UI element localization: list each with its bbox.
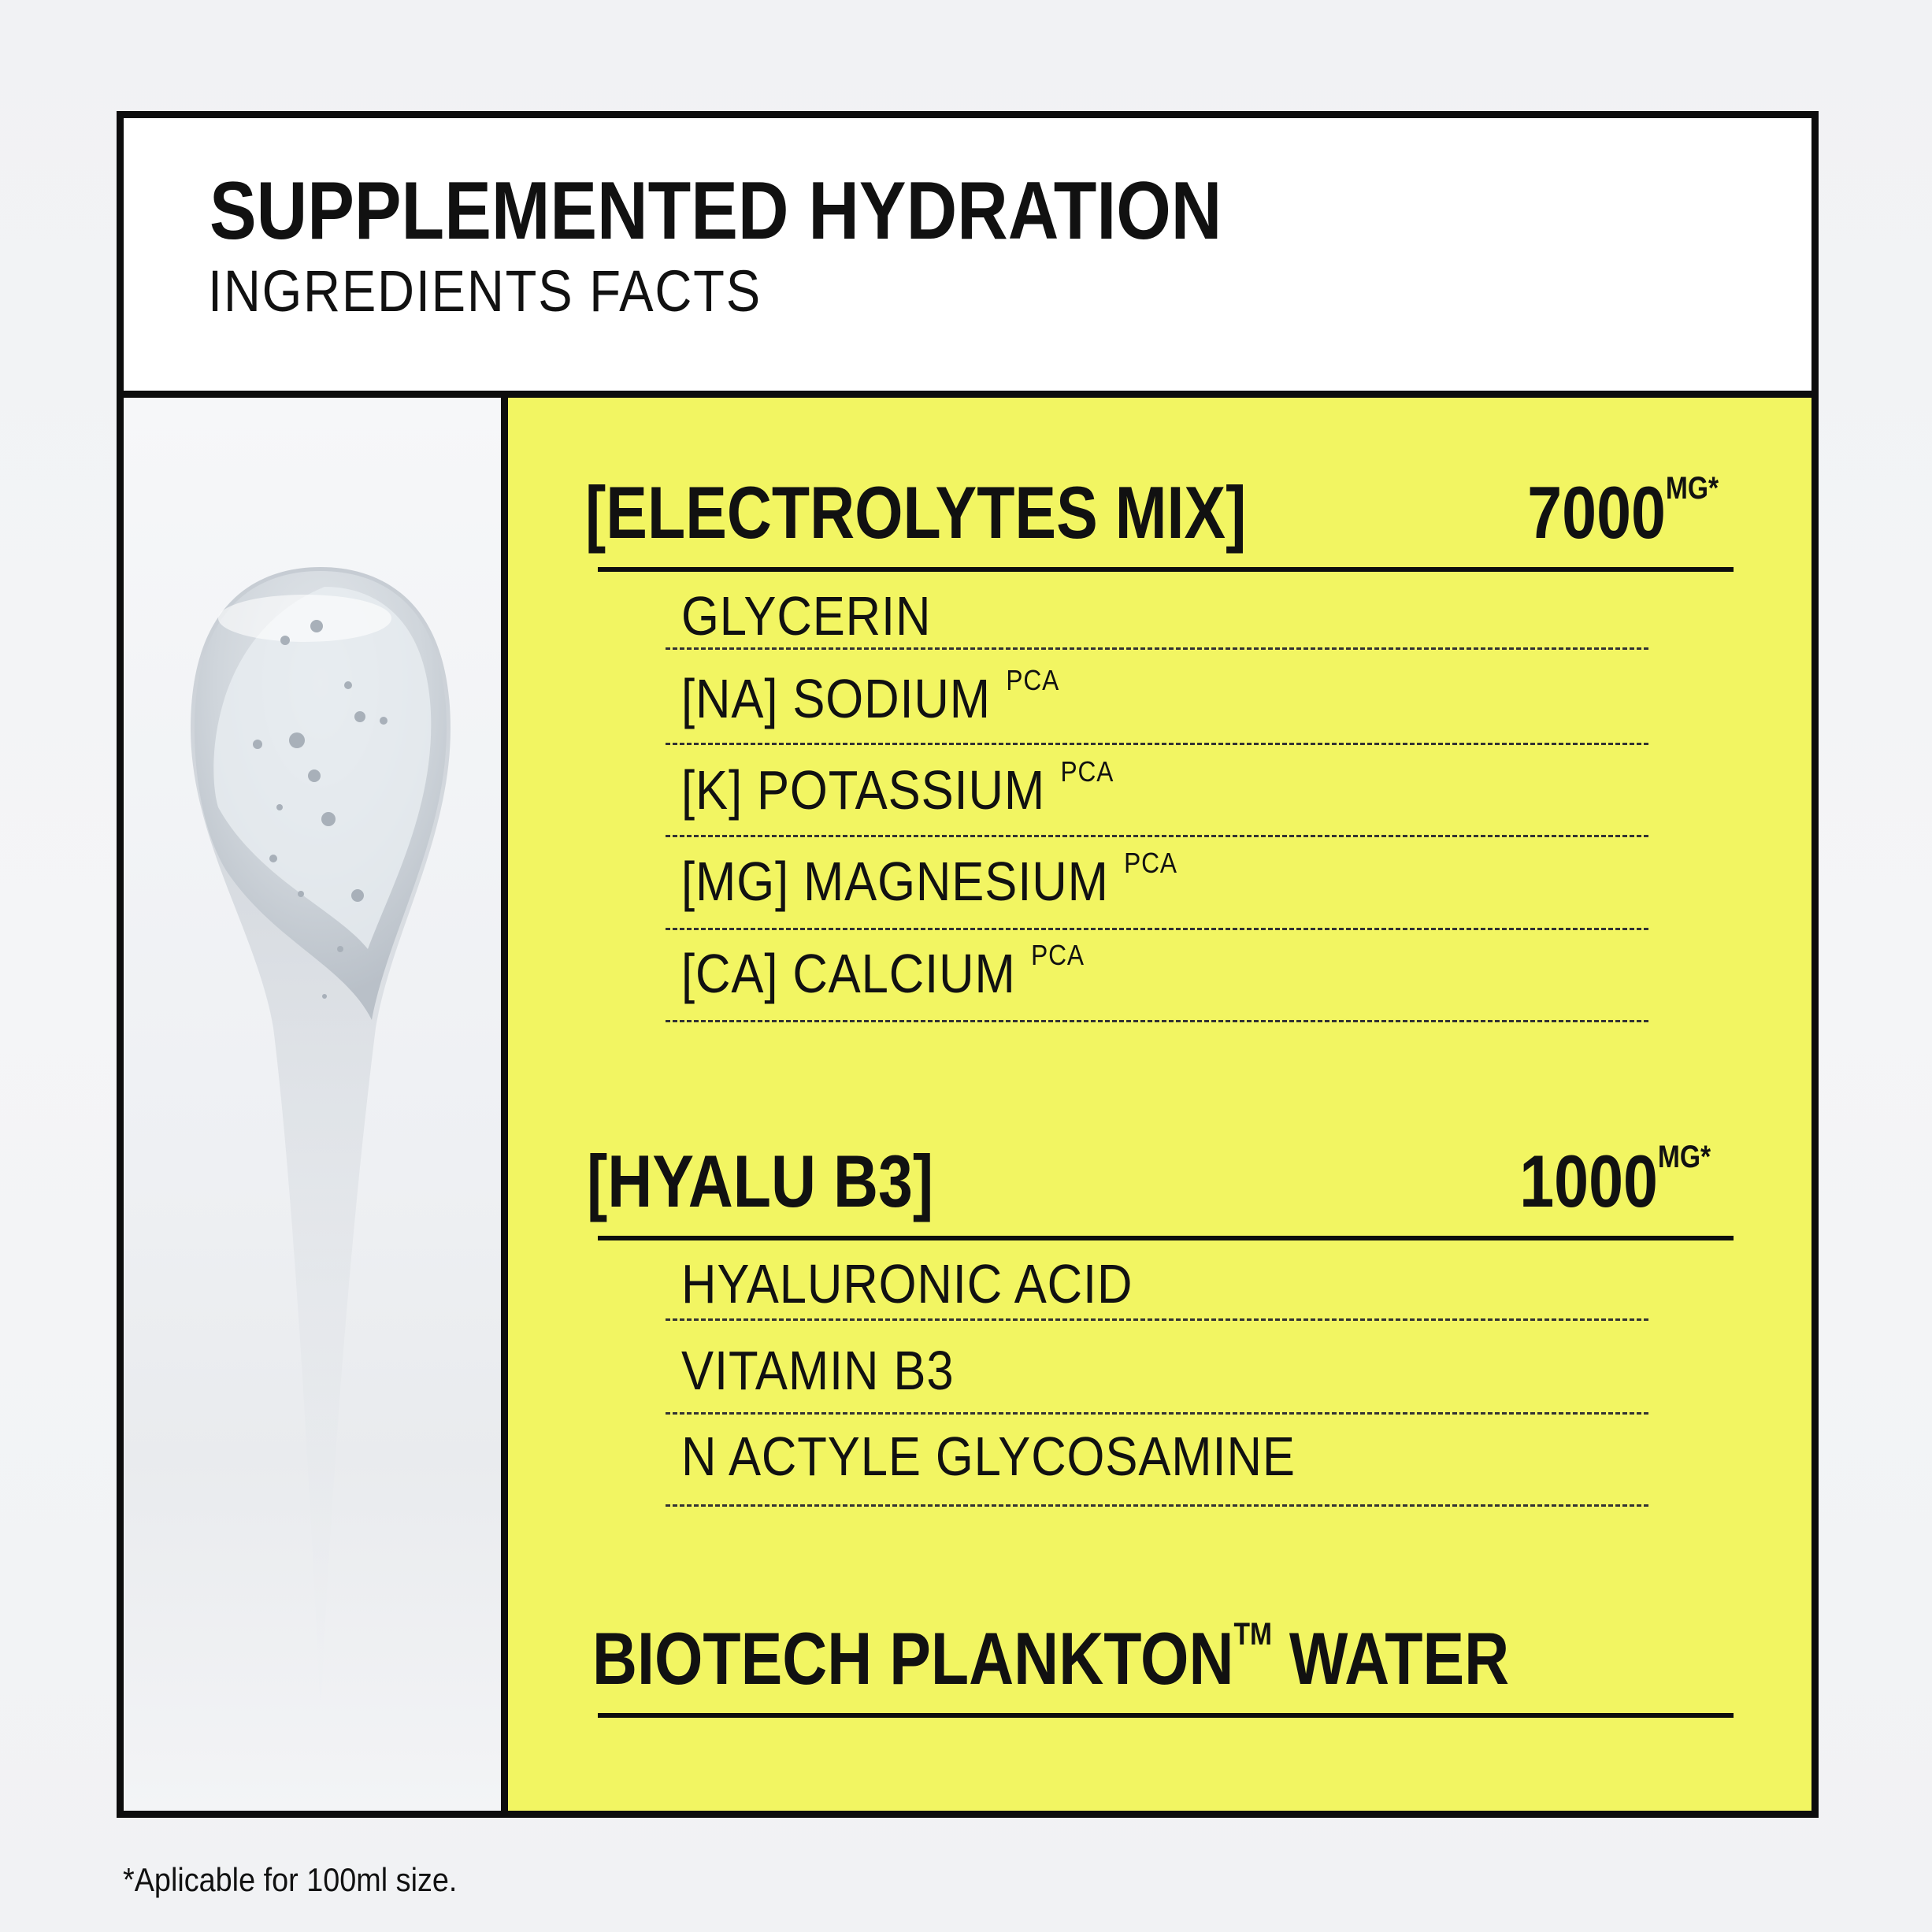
- ingredient-item: GLYCERIN: [681, 585, 932, 647]
- panel-divider: [501, 398, 508, 1811]
- gel-droplet-icon: [191, 567, 451, 1713]
- dashed-divider: [666, 647, 1648, 650]
- ingredient-item: HYALURONIC ACID: [681, 1253, 1133, 1315]
- section-rule: [598, 1713, 1734, 1718]
- ingredient-item: VITAMIN B3: [681, 1340, 955, 1401]
- dashed-divider: [666, 1504, 1648, 1507]
- ingredients-panel: [508, 398, 1811, 1811]
- dashed-divider: [666, 1412, 1648, 1415]
- ingredient-item: [MG] MAGNESIUM PCA: [681, 847, 1177, 912]
- dashed-divider: [666, 928, 1648, 930]
- section-amount-hyalu: 1000MG*: [1519, 1141, 1711, 1218]
- dashed-divider: [666, 743, 1648, 745]
- dashed-divider: [666, 1318, 1648, 1321]
- amount-unit: MG*: [1657, 1140, 1711, 1174]
- section-heading-plankton: BIOTECH PLANKTONTM WATER: [592, 1617, 1510, 1700]
- footnote: *Aplicable for 100ml size.: [123, 1861, 458, 1898]
- page-subtitle: INGREDIENTS FACTS: [208, 258, 762, 324]
- section-rule: [598, 1236, 1734, 1240]
- dashed-divider: [666, 835, 1648, 837]
- ingredient-item: [K] POTASSIUM PCA: [681, 755, 1114, 821]
- ingredient-item: [NA] SODIUM PCA: [681, 664, 1060, 729]
- header-divider: [117, 391, 1819, 398]
- dashed-divider: [666, 1020, 1648, 1022]
- amount-value: 7000: [1527, 471, 1666, 554]
- page-title: SUPPLEMENTED HYDRATION: [210, 165, 1222, 257]
- amount-value: 1000: [1519, 1140, 1658, 1222]
- ingredient-item: [CA] CALCIUM PCA: [681, 939, 1085, 1004]
- section-amount-electrolytes: 7000MG*: [1527, 473, 1719, 550]
- ingredient-item: N ACTYLE GLYCOSAMINE: [681, 1426, 1296, 1487]
- section-heading-hyalu: [HYALU B3]: [587, 1140, 934, 1222]
- section-heading-electrolytes: [ELECTROLYTES MIX]: [585, 471, 1247, 554]
- section-rule: [598, 567, 1734, 572]
- amount-unit: MG*: [1665, 471, 1719, 506]
